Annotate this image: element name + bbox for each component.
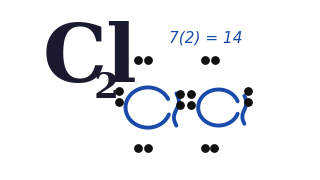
Point bbox=[246, 89, 251, 92]
Point bbox=[116, 101, 121, 103]
Point bbox=[202, 147, 207, 150]
Point bbox=[212, 59, 217, 62]
Text: 2: 2 bbox=[93, 71, 118, 105]
Point bbox=[211, 147, 216, 150]
Point bbox=[178, 92, 183, 95]
Text: Cl: Cl bbox=[43, 21, 137, 99]
Point bbox=[135, 59, 140, 62]
Point bbox=[178, 103, 183, 106]
Point bbox=[135, 147, 140, 150]
Point bbox=[145, 147, 150, 150]
Text: 7(2) = 14: 7(2) = 14 bbox=[169, 31, 243, 46]
Point bbox=[246, 101, 251, 103]
Point bbox=[145, 59, 150, 62]
Point bbox=[116, 89, 121, 92]
Point bbox=[202, 59, 207, 62]
Point bbox=[188, 103, 193, 106]
Point bbox=[188, 92, 193, 95]
